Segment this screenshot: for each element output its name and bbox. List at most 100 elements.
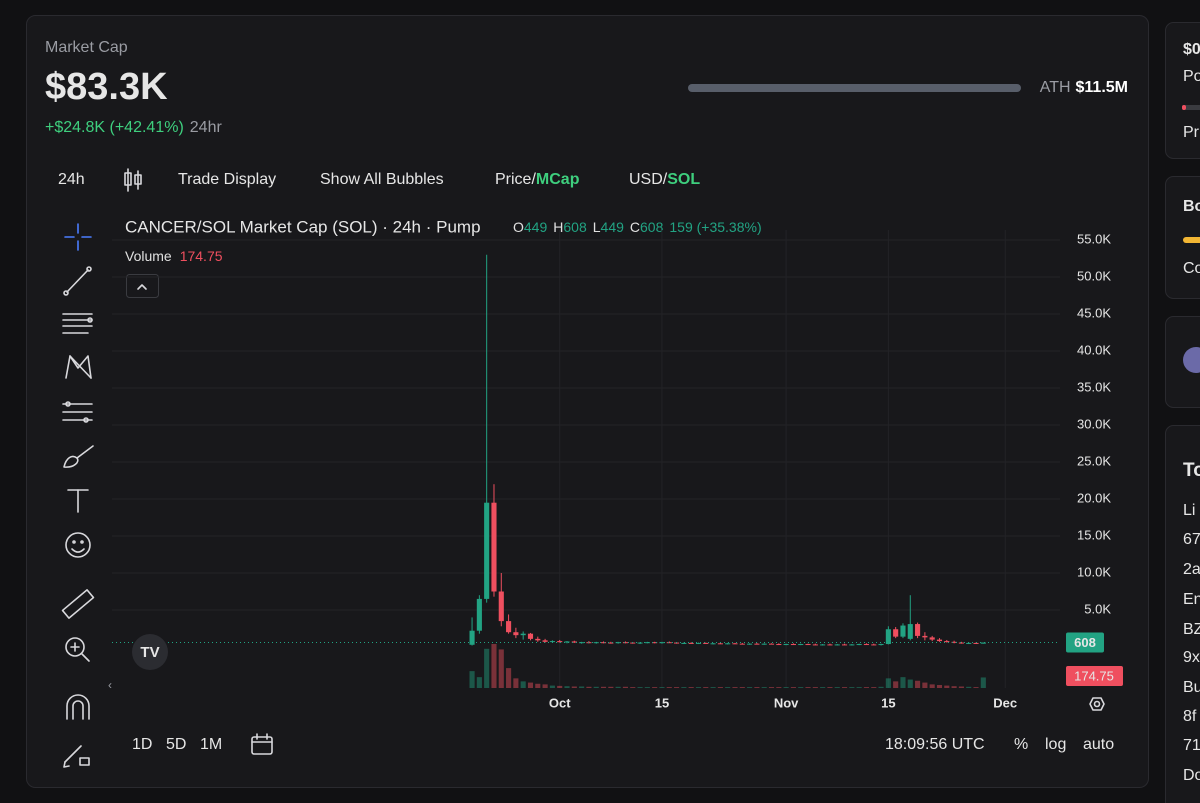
candle-body bbox=[527, 633, 534, 639]
volume-value: 174.75 bbox=[180, 248, 223, 264]
volume-bar bbox=[878, 686, 884, 688]
ohlc-value: 449 bbox=[524, 219, 548, 235]
range-buttons: 1D 5D 1M bbox=[132, 736, 222, 753]
volume-bar bbox=[966, 686, 972, 688]
candle-body bbox=[820, 644, 826, 646]
tv-logo[interactable] bbox=[132, 634, 168, 670]
usd-sol[interactable]: USD/SOL bbox=[629, 171, 700, 188]
percent-toggle[interactable]: % bbox=[1014, 736, 1028, 753]
interval[interactable]: 24h bbox=[58, 171, 85, 188]
volume-bar bbox=[747, 687, 753, 688]
candle-body bbox=[827, 644, 833, 646]
period: 24hr bbox=[190, 119, 223, 136]
candle-body bbox=[520, 633, 526, 636]
log-toggle[interactable]: log bbox=[1045, 736, 1066, 753]
brush-tool[interactable] bbox=[63, 445, 94, 468]
candle-body bbox=[747, 643, 753, 645]
last-price-tag bbox=[1066, 632, 1104, 653]
chart-title: CANCER/SOL Market Cap (SOL) · 24h · Pump bbox=[125, 217, 481, 236]
text-tool[interactable] bbox=[67, 489, 89, 513]
emoji-tool[interactable] bbox=[65, 532, 91, 558]
candle-body bbox=[695, 642, 702, 644]
ohlc-value: 608 bbox=[563, 219, 587, 235]
crosshair-tool[interactable] bbox=[64, 223, 92, 251]
volume-bar bbox=[535, 683, 541, 688]
volume-bar bbox=[776, 687, 782, 688]
candle-body bbox=[863, 644, 870, 646]
candle-body bbox=[469, 630, 475, 645]
usd: USD/ bbox=[629, 171, 668, 188]
range-button[interactable]: 1D bbox=[132, 736, 152, 753]
candle-body bbox=[915, 624, 921, 636]
volume-bar bbox=[739, 687, 745, 688]
ohlc-letter: C bbox=[630, 219, 640, 235]
volume-bar bbox=[717, 687, 723, 688]
candle-body bbox=[484, 502, 490, 599]
side-card bbox=[1165, 176, 1200, 299]
volume-bar bbox=[827, 687, 833, 688]
y-tick-label: 5.0K bbox=[1084, 601, 1111, 616]
collapse-button[interactable] bbox=[126, 274, 159, 298]
volume-bar bbox=[936, 684, 943, 688]
auto-toggle[interactable]: auto bbox=[1083, 736, 1114, 753]
ohlc-letter: H bbox=[553, 219, 563, 235]
volume-bar bbox=[849, 687, 855, 688]
projection-tool[interactable] bbox=[62, 401, 93, 423]
candle-body bbox=[688, 642, 694, 644]
volume-bar bbox=[579, 686, 585, 688]
volume-bar bbox=[520, 681, 526, 688]
pattern-tool[interactable] bbox=[65, 355, 92, 379]
candle-body bbox=[630, 642, 636, 644]
ruler-tool[interactable] bbox=[61, 589, 95, 619]
volume-bar bbox=[893, 681, 899, 688]
trade-display[interactable]: Trade Display bbox=[178, 171, 276, 188]
range-button[interactable]: 5D bbox=[166, 736, 186, 753]
candle-body bbox=[958, 642, 964, 644]
ath-label: ATH bbox=[1040, 79, 1071, 96]
range-button[interactable]: 1M bbox=[200, 736, 222, 753]
volume-bar bbox=[958, 686, 964, 688]
volume-bar bbox=[557, 685, 563, 688]
candle-body bbox=[725, 643, 731, 645]
candle-body bbox=[783, 644, 789, 646]
change-label: 159 (+35.38%) bbox=[669, 219, 761, 235]
volume-bar bbox=[732, 687, 738, 688]
settings-icon[interactable] bbox=[1089, 697, 1105, 711]
candle-body bbox=[805, 644, 811, 646]
x-tick-label: 15 bbox=[655, 695, 669, 710]
side-text: Bu bbox=[1183, 679, 1200, 696]
candle-body bbox=[703, 642, 709, 644]
side-bar-fill bbox=[1182, 105, 1186, 110]
avatar bbox=[1183, 347, 1200, 373]
candle-body bbox=[936, 639, 943, 642]
candle-body bbox=[951, 641, 957, 643]
ath: ATH $11.5M bbox=[1040, 79, 1128, 96]
candle-body bbox=[644, 642, 650, 644]
zoom-tool[interactable] bbox=[65, 637, 90, 662]
candle-body bbox=[659, 642, 665, 644]
candle-body bbox=[754, 643, 760, 645]
volume-bar bbox=[681, 687, 687, 688]
collapse-arrow[interactable]: ‹ bbox=[108, 678, 112, 692]
y-tick-label: 45.0K bbox=[1077, 305, 1111, 320]
candle-body bbox=[542, 640, 548, 642]
candle-body bbox=[907, 624, 913, 639]
volume-bar bbox=[783, 687, 789, 688]
volume-bar bbox=[710, 687, 716, 688]
candle-icon[interactable] bbox=[124, 168, 142, 192]
volume-bar bbox=[980, 677, 986, 688]
volume-bar bbox=[798, 687, 804, 688]
x-tick-label: Nov bbox=[774, 695, 799, 710]
volume-bar bbox=[688, 687, 694, 688]
line-tool[interactable] bbox=[63, 266, 92, 296]
date-range-icon[interactable] bbox=[251, 733, 273, 755]
lock-draw-tool[interactable] bbox=[63, 745, 90, 768]
show-bubbles[interactable]: Show All Bubbles bbox=[320, 171, 444, 188]
volume-bar bbox=[805, 687, 811, 688]
candle-body bbox=[856, 644, 862, 646]
side-text: Po bbox=[1183, 68, 1200, 85]
volume-bar bbox=[871, 687, 877, 688]
magnet-tool[interactable] bbox=[66, 694, 90, 720]
fib-tool[interactable] bbox=[62, 313, 93, 334]
price-mcap[interactable]: Price/MCap bbox=[495, 171, 580, 188]
